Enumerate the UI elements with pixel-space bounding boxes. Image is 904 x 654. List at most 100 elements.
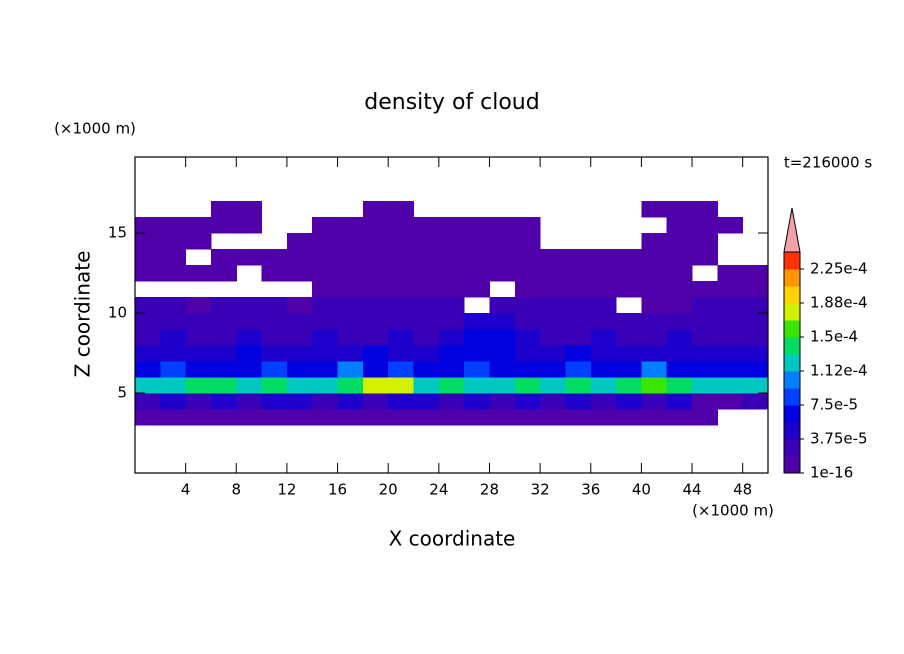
contour-cell — [261, 361, 288, 378]
contour-cell — [413, 233, 440, 250]
contour-cell — [717, 297, 744, 314]
contour-cell — [362, 201, 389, 218]
contour-cell — [236, 201, 263, 218]
colorbar-band — [784, 456, 800, 474]
contour-cell — [413, 313, 440, 330]
contour-cell — [135, 265, 161, 282]
contour-cell — [666, 201, 693, 218]
contour-cell — [717, 217, 744, 234]
contour-cell — [514, 265, 541, 282]
contour-cell — [438, 265, 465, 282]
contour-cell — [590, 393, 617, 410]
y-tick-label: 5 — [117, 384, 127, 402]
contour-cell — [514, 313, 541, 330]
contour-cell — [438, 361, 465, 378]
contour-cell — [692, 297, 718, 314]
contour-cell — [236, 361, 263, 378]
contour-cell — [388, 281, 415, 298]
contour-cell — [565, 361, 592, 378]
contour-cell — [438, 217, 465, 234]
contour-cell — [590, 329, 617, 346]
colorbar-band — [784, 371, 800, 389]
contour-cell — [692, 201, 718, 218]
colorbar-band — [784, 422, 800, 440]
contour-cell — [514, 345, 541, 362]
contour-cell — [337, 265, 364, 282]
contour-cell — [641, 201, 668, 218]
contour-cell — [362, 265, 389, 282]
contour-cell — [616, 393, 642, 410]
contour-cell — [286, 393, 313, 410]
colorbar-band — [784, 337, 800, 355]
contour-cell — [337, 393, 364, 410]
contour-cell — [641, 249, 668, 266]
contour-cell — [160, 297, 187, 314]
contour-cell — [210, 393, 237, 410]
contour-cell — [514, 329, 541, 346]
contour-cell — [489, 345, 516, 362]
contour-cell — [489, 393, 516, 410]
contour-cell — [666, 393, 693, 410]
contour-cell — [210, 201, 237, 218]
contour-cell — [337, 233, 364, 250]
contour-cell — [362, 409, 389, 426]
contour-cell — [641, 329, 668, 346]
colorbar-band — [784, 286, 800, 304]
y-tick-label: 15 — [108, 224, 127, 242]
contour-cell — [135, 249, 161, 266]
contour-cell — [210, 409, 237, 426]
contour-cell — [286, 377, 313, 394]
x-tick-label: 8 — [232, 481, 242, 499]
contour-cell — [413, 217, 440, 234]
contour-cell — [717, 393, 744, 410]
contour-cell — [641, 233, 668, 250]
contour-cell — [261, 297, 288, 314]
x-tick-label: 32 — [531, 481, 550, 499]
contour-cell — [540, 409, 566, 426]
contour-cell — [160, 313, 187, 330]
contour-cell — [641, 409, 668, 426]
contour-cell — [438, 329, 465, 346]
contour-cell — [185, 313, 212, 330]
contour-cell — [337, 281, 364, 298]
x-tick-label: 16 — [328, 481, 347, 499]
contour-cell — [261, 265, 288, 282]
contour-cell — [641, 361, 668, 378]
contour-cell — [185, 409, 212, 426]
contour-cell — [464, 393, 490, 410]
time-annotation: t=216000 s — [784, 154, 872, 172]
contour-cell — [185, 345, 212, 362]
contour-cell — [337, 329, 364, 346]
contour-cell — [362, 393, 389, 410]
contour-cell — [362, 313, 389, 330]
contour-cell — [489, 377, 516, 394]
contour-cell — [160, 265, 187, 282]
contour-cell — [616, 409, 642, 426]
contour-cell — [210, 313, 237, 330]
contour-cell — [489, 329, 516, 346]
contour-cell — [185, 265, 212, 282]
contour-cell — [565, 281, 592, 298]
contour-cell — [641, 281, 668, 298]
contour-cell — [464, 265, 490, 282]
contour-cell — [641, 313, 668, 330]
contour-cell — [135, 393, 161, 410]
contour-cell — [261, 249, 288, 266]
contour-cell — [388, 313, 415, 330]
contour-cell — [312, 233, 339, 250]
contour-cell — [616, 329, 642, 346]
contour-cell — [185, 233, 212, 250]
x-tick-label: 44 — [682, 481, 701, 499]
contour-cell — [312, 345, 339, 362]
contour-cell — [261, 409, 288, 426]
contour-cell — [742, 377, 769, 394]
contour-cell — [261, 345, 288, 362]
contour-cell — [590, 409, 617, 426]
contour-cell — [413, 297, 440, 314]
contour-cell — [641, 393, 668, 410]
contour-cell — [135, 313, 161, 330]
contour-cell — [413, 281, 440, 298]
x-tick-label: 4 — [181, 481, 191, 499]
contour-cell — [388, 393, 415, 410]
contour-cell — [666, 297, 693, 314]
